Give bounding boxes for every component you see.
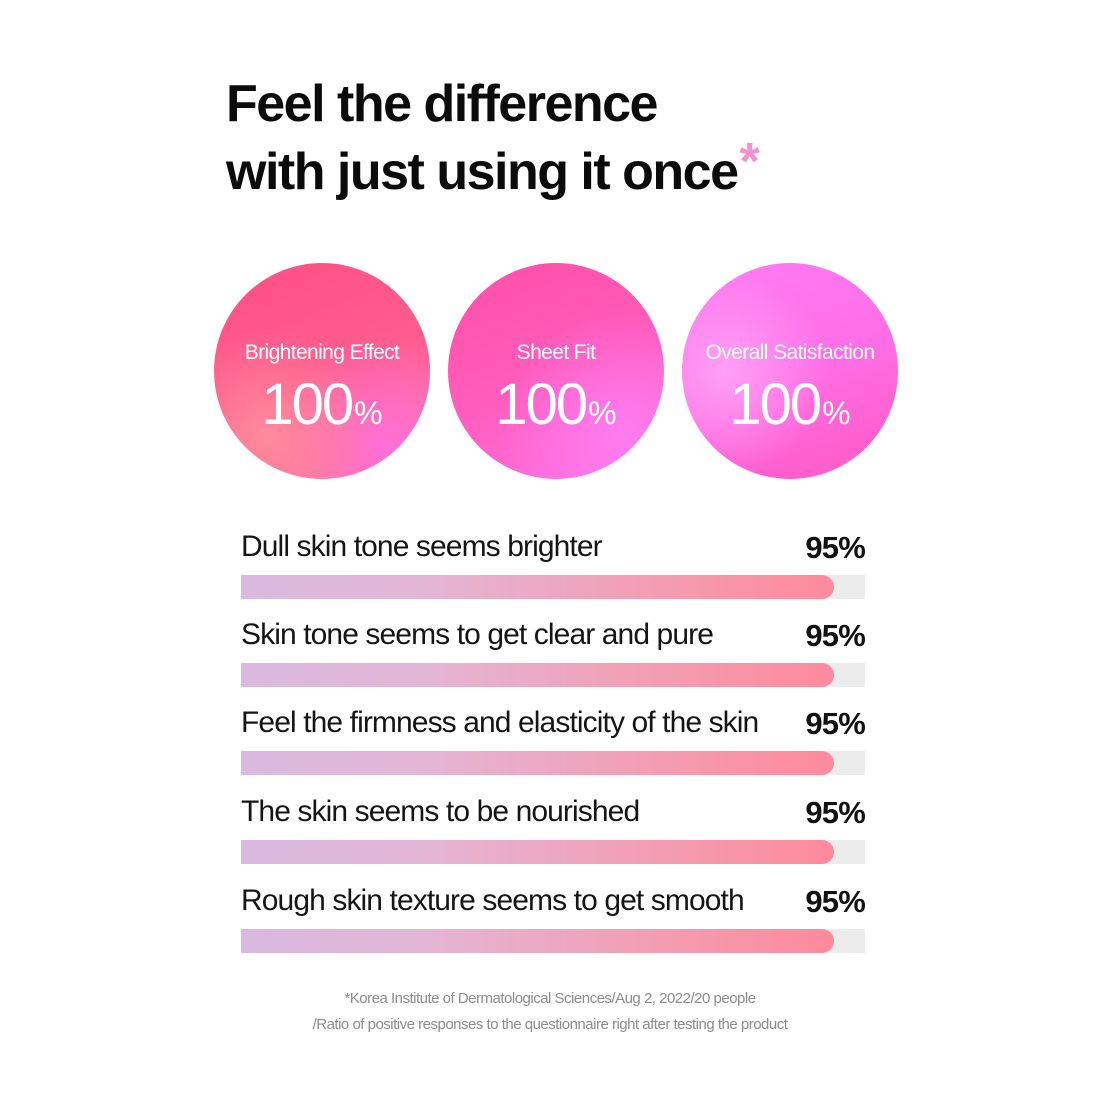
bar-label: Skin tone seems to get clear and pure [241,618,714,651]
footnote: *Korea Institute of Dermatological Scien… [0,986,1100,1038]
metric-circle-sheet-fit: Sheet Fit 100% [448,263,664,479]
headline: Feel the difference with just using it o… [226,70,760,206]
headline-line-2: with just using it once* [226,133,760,206]
bar-fill [241,575,834,599]
metric-unit: % [822,395,851,431]
metric-circle-overall-satisfaction: Overall Satisfaction 100% [682,263,898,479]
metric-value: 100 [495,372,588,437]
bar-value-label: 95% [805,795,865,830]
bar-label: Feel the firmness and elasticity of the … [241,706,759,739]
headline-line-2-text: with just using it once [226,143,739,201]
bar-fill [241,929,834,953]
metric-value-group: 100% [448,371,664,438]
bar-value-label: 95% [805,706,865,741]
metric-label: Overall Satisfaction [705,341,876,364]
metric-value-group: 100% [682,371,898,438]
bar-label: Rough skin texture seems to get smooth [241,884,745,917]
headline-asterisk: * [739,133,760,191]
bar-row: Feel the firmness and elasticity of the … [241,706,866,786]
bar-value-label: 95% [805,530,865,565]
bar-track [241,751,865,775]
bar-row: The skin seems to be nourished 95% [241,795,866,875]
bar-row: Dull skin tone seems brighter 95% [241,530,866,610]
bar-fill [241,663,834,687]
headline-line-1: Feel the difference [226,75,658,133]
bar-track [241,575,865,599]
metric-value: 100 [729,372,822,437]
bar-track [241,840,865,864]
footnote-line-2: /Ratio of positive responses to the ques… [312,1016,788,1033]
metric-value-group: 100% [214,371,430,438]
metric-unit: % [354,395,383,431]
bar-row: Skin tone seems to get clear and pure 95… [241,618,866,698]
bar-label: Dull skin tone seems brighter [241,530,603,563]
bar-row: Rough skin texture seems to get smooth 9… [241,884,866,964]
metric-label: Brightening Effect [244,341,400,364]
bar-track [241,663,865,687]
footnote-line-1: *Korea Institute of Dermatological Scien… [344,990,756,1007]
bar-fill [241,840,834,864]
bar-fill [241,751,834,775]
bar-label: The skin seems to be nourished [241,795,640,828]
metric-value: 100 [261,372,354,437]
metric-unit: % [588,395,617,431]
bar-track [241,929,865,953]
metric-circle-brightening: Brightening Effect 100% [214,263,430,479]
bar-value-label: 95% [805,884,865,919]
bar-value-label: 95% [805,618,865,653]
metric-label: Sheet Fit [516,341,596,364]
